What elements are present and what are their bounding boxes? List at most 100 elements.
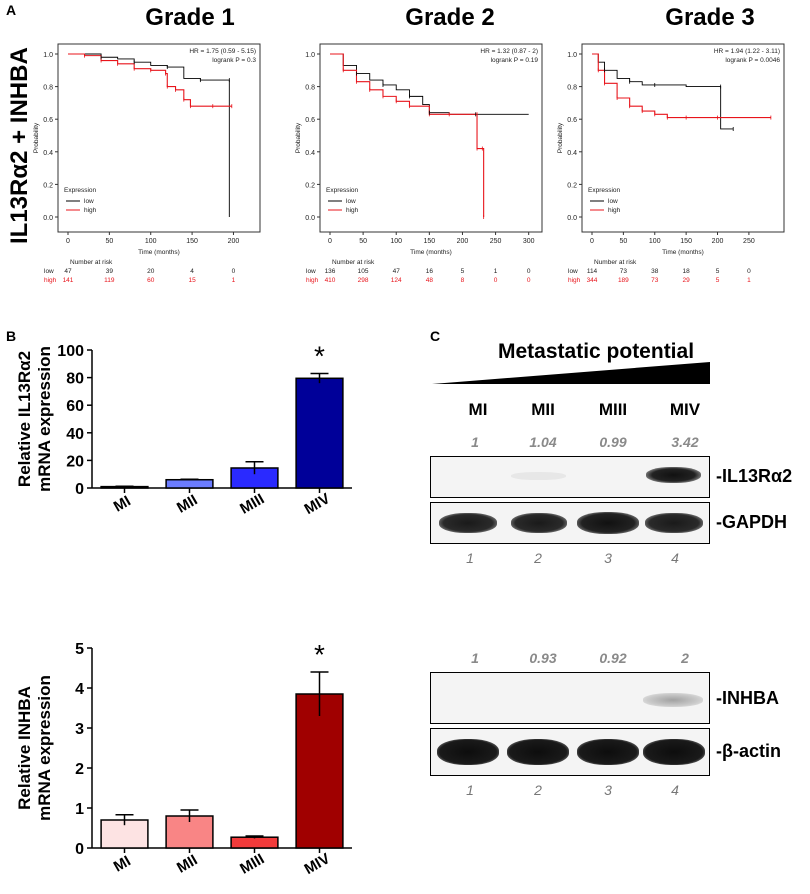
km-xtick-label: 150 — [186, 238, 198, 245]
km-hr-text: HR = 1.75 (0.59 - 5.15) — [189, 48, 256, 55]
km-ytick-label: 0.2 — [43, 182, 53, 189]
km-risk-low-value: 0 — [747, 268, 751, 275]
lane-label-mii: MII — [531, 400, 555, 419]
km-xtick-label: 200 — [712, 238, 724, 245]
km-hr-text: HR = 1.94 (1.22 - 3.11) — [714, 48, 780, 55]
km-xtick-label: 50 — [619, 238, 627, 245]
km-ytick-label: 0.2 — [305, 182, 315, 189]
km-legend-low: low — [608, 198, 618, 205]
bar-xtick-label: MI — [111, 853, 134, 876]
km-risk-high-value: 48 — [426, 277, 434, 284]
metastatic-potential-label: Metastatic potential — [498, 340, 695, 363]
bar-ytick-label: 2 — [75, 761, 84, 778]
bar-ytick-label: 0 — [75, 481, 84, 498]
km-xlabel: Time (months) — [138, 249, 180, 256]
il13-quant-1: 1 — [471, 434, 479, 450]
gapdh-label: -GAPDH — [716, 512, 787, 532]
km-ytick-label: 0.6 — [43, 117, 53, 124]
inhba-quant-3: 0.92 — [599, 650, 627, 666]
km-xtick-label: 250 — [490, 238, 502, 245]
km-risk-low-value: 5 — [716, 268, 720, 275]
lane-number-3: 3 — [604, 550, 612, 566]
inhba-quant-1: 1 — [471, 650, 479, 666]
il13ra2-band-miv — [646, 467, 701, 483]
grade-2-title: Grade 2 — [405, 4, 495, 31]
km-xtick-label: 0 — [590, 238, 594, 245]
km-ytick-label: 0.6 — [305, 117, 315, 124]
il13ra2-band-faint — [511, 472, 566, 480]
km-risk-low-value: 73 — [620, 268, 628, 275]
bar-ylabel-line1: Relative INHBA — [15, 686, 34, 810]
km-logrank-text: logrank P = 0.19 — [491, 57, 539, 64]
il13ra2-label: -IL13Rα2 — [716, 466, 793, 486]
km-risk-high-value: 124 — [391, 277, 402, 284]
lane-number-4: 4 — [671, 550, 679, 566]
km-risk-high-value: 1 — [232, 277, 236, 284]
km-ytick-label: 1.0 — [305, 52, 315, 59]
km-xtick-label: 300 — [523, 238, 535, 245]
km-ylabel: Probability — [557, 122, 564, 153]
bar-xtick-label: MI — [111, 493, 134, 516]
bar-ylabel-line2: mRNA expression — [35, 346, 54, 492]
bar-xtick-label: MII — [174, 852, 201, 877]
metastatic-wedge — [432, 362, 710, 384]
bar-miv — [295, 693, 344, 849]
km-risk-high-value: 298 — [358, 277, 369, 284]
significance-star: * — [314, 340, 325, 371]
bar-mii — [165, 478, 214, 489]
km-ytick-label: 0.8 — [305, 85, 315, 92]
km-xtick-label: 100 — [649, 238, 661, 245]
bar-ytick-label: 40 — [66, 426, 84, 443]
km-legend-low: low — [84, 198, 94, 205]
actin-band-4 — [643, 739, 705, 765]
km-risk-low-value: 47 — [393, 268, 401, 275]
km-risk-low-value: 105 — [358, 268, 369, 275]
bar-xtick-label: MIII — [237, 490, 267, 517]
bar-miii — [230, 836, 279, 849]
actin-band-2 — [507, 739, 569, 765]
km-high-curve-3 — [592, 53, 771, 119]
inhba-label: -INHBA — [716, 688, 779, 708]
km-frame-3 — [581, 43, 785, 233]
km-legend-title: Expression — [64, 187, 97, 194]
km-risk-high-value: 141 — [63, 277, 74, 284]
km-logrank-text: logrank P = 0.0046 — [725, 57, 780, 64]
km-legend-high: high — [84, 207, 97, 214]
km-risk-high-value: 5 — [716, 277, 720, 284]
lane-number-4b: 4 — [671, 782, 679, 798]
bar-ytick-label: 100 — [57, 343, 84, 360]
km-ytick-label: 0.6 — [567, 117, 577, 124]
km-ytick-label: 0.0 — [305, 215, 315, 222]
km-logrank-text: logrank P = 0.3 — [212, 57, 256, 64]
panel-b-letter: B — [6, 328, 17, 344]
km-xlabel: Time (months) — [410, 249, 452, 256]
km-ytick-label: 0.8 — [43, 85, 53, 92]
km-ytick-label: 0.4 — [305, 150, 315, 157]
grade-3-title: Grade 3 — [665, 4, 755, 31]
il13-quant-2: 1.04 — [529, 434, 557, 450]
km-risk-low-value: 38 — [651, 268, 659, 275]
km-risk-low-value: 39 — [106, 268, 114, 275]
bar-ytick-label: 4 — [75, 681, 84, 698]
km-risk-low-value: 0 — [232, 268, 236, 275]
bar-ytick-label: 3 — [75, 721, 84, 738]
km-risk-low-value: 0 — [527, 268, 531, 275]
km-risk-high-value: 189 — [618, 277, 629, 284]
km-xtick-label: 50 — [359, 238, 367, 245]
km-risk-title: Number at risk — [70, 259, 113, 266]
km-ytick-label: 0.0 — [567, 215, 577, 222]
km-risk-high-value: 73 — [651, 277, 659, 284]
km-frame-2 — [319, 43, 543, 233]
km-low-curve-2 — [330, 53, 529, 115]
gapdh-blot — [430, 502, 710, 544]
km-risk-high-label: high — [568, 277, 581, 284]
il13ra2-blot — [430, 456, 710, 498]
actin-label: -β-actin — [716, 741, 781, 761]
bar-miv — [295, 377, 344, 489]
gapdh-band-3 — [577, 512, 639, 534]
km-xtick-label: 100 — [145, 238, 157, 245]
panel-a-letter: A — [6, 2, 17, 18]
km-legend-title: Expression — [326, 187, 359, 194]
km-risk-low-value: 47 — [64, 268, 72, 275]
